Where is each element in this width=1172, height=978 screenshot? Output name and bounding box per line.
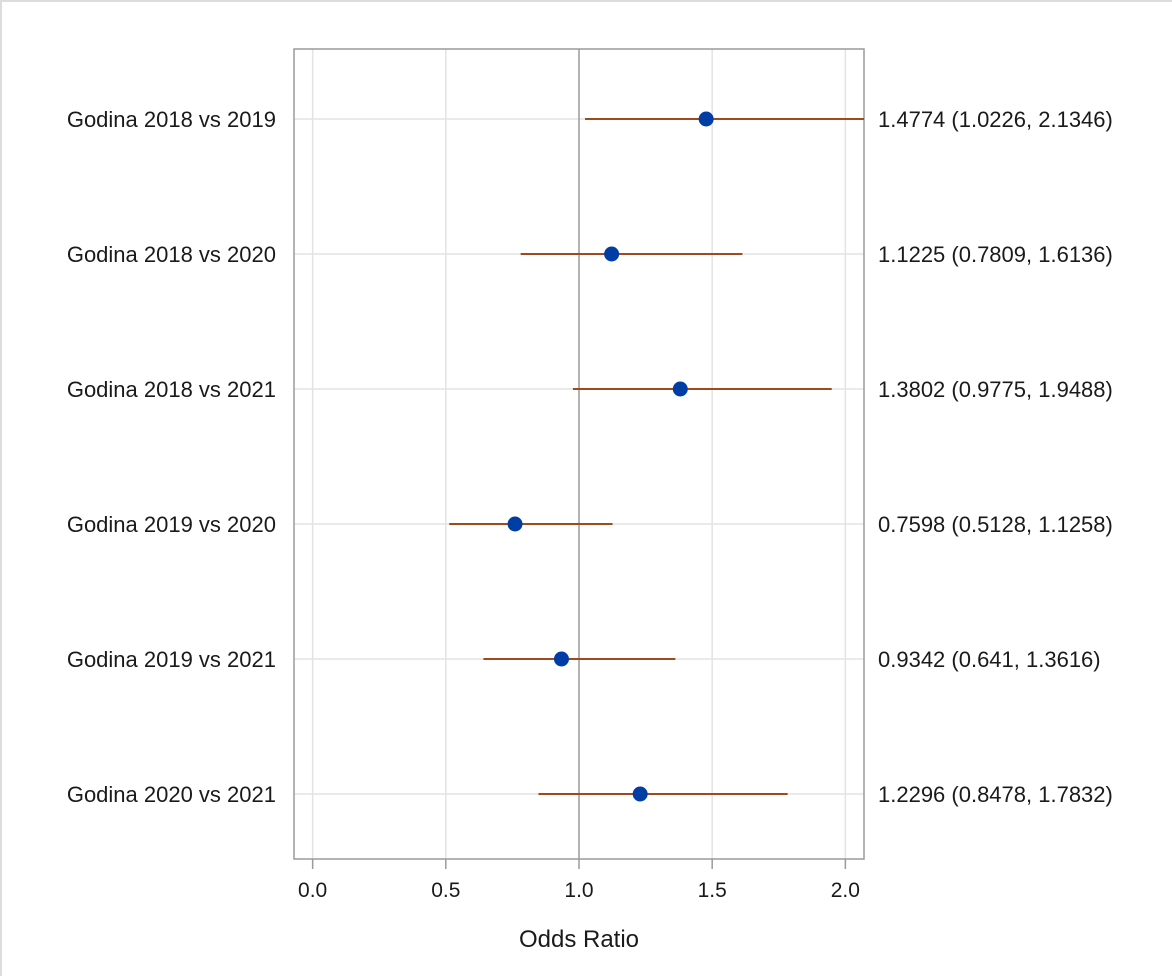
ci-label: 1.2296 (0.8478, 1.7832) — [878, 782, 1113, 807]
ci-label: 0.9342 (0.641, 1.3616) — [878, 647, 1101, 672]
ci-label: 0.7598 (0.5128, 1.1258) — [878, 512, 1113, 537]
point-estimate — [632, 786, 648, 802]
row-label: Godina 2018 vs 2021 — [67, 377, 276, 402]
point-layer — [507, 111, 714, 802]
ci-label: 1.4774 (1.0226, 2.1346) — [878, 107, 1113, 132]
point-estimate — [604, 246, 620, 262]
x-tick-label: 2.0 — [831, 879, 860, 902]
label-layer: Godina 2018 vs 2019 1.4774 (1.0226, 2.134… — [67, 107, 1113, 807]
ci-label: 1.3802 (0.9775, 1.9488) — [878, 377, 1113, 402]
ci-label: 1.1225 (0.7809, 1.6136) — [878, 242, 1113, 267]
point-estimate — [507, 516, 523, 532]
row-label: Godina 2018 vs 2019 — [67, 107, 276, 132]
x-axis-title: Odds Ratio — [519, 926, 639, 953]
point-estimate — [672, 381, 688, 397]
x-tick-label: 0.0 — [298, 879, 327, 902]
point-estimate — [698, 111, 714, 127]
x-tick-label: 1.5 — [698, 879, 727, 902]
row-label: Godina 2019 vs 2020 — [67, 512, 276, 537]
x-tick-label: 1.0 — [564, 879, 593, 902]
row-label: Godina 2019 vs 2021 — [67, 647, 276, 672]
x-tick-label: 0.5 — [431, 879, 460, 902]
point-estimate — [553, 651, 569, 667]
row-label: Godina 2018 vs 2020 — [67, 242, 276, 267]
axis-layer: Odds Ratio 0.0 0.5 1.0 1.5 2.0 — [298, 859, 860, 953]
interval-layer — [449, 118, 864, 795]
grid-layer — [293, 48, 865, 860]
row-label: Godina 2020 vs 2021 — [67, 782, 276, 807]
